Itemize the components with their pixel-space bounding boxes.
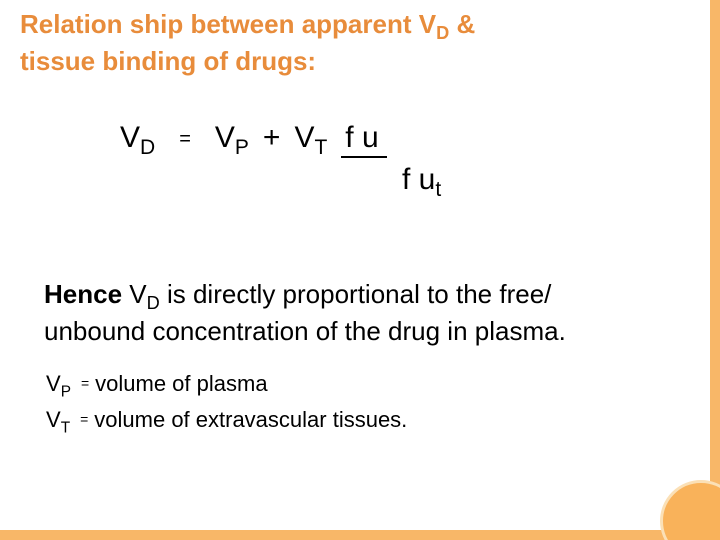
prop-rest1: is directly proportional to the free/ xyxy=(160,279,552,309)
eq-lhs-sub: D xyxy=(140,136,155,159)
def-vp-sub: P xyxy=(61,383,71,400)
def-vp: VP = volume of plasma xyxy=(46,368,407,404)
prop-vd-base: V xyxy=(129,279,146,309)
proportional-strong: Hence xyxy=(44,279,129,309)
decor-rail-bottom xyxy=(0,530,720,540)
eq-equals: = xyxy=(179,127,191,151)
def-vt-base: V xyxy=(46,407,61,432)
title-line1-pre: Relation ship between apparent V xyxy=(20,9,436,39)
decor-rail-right xyxy=(710,0,720,540)
title-line1-post: & xyxy=(449,9,475,39)
def-vp-eq: = xyxy=(81,375,89,391)
title-line2: tissue binding of drugs: xyxy=(20,46,316,76)
slide: Relation ship between apparent VD & tiss… xyxy=(0,0,720,540)
def-vt-sub: T xyxy=(61,419,70,436)
def-vt-eq: = xyxy=(80,411,88,427)
eq-vt-base: V xyxy=(294,121,314,154)
eq-fu-numerator: f u xyxy=(341,120,386,158)
equation-row2: f ut xyxy=(402,162,441,202)
title-line1-sub: D xyxy=(436,23,449,43)
eq-rhs: VP + VT f u xyxy=(215,120,387,160)
eq-vp: VP xyxy=(215,120,249,160)
def-vt: VT = volume of extravascular tissues. xyxy=(46,404,407,440)
decor-circle-icon xyxy=(660,480,720,540)
eq-vp-sub: P xyxy=(235,136,249,159)
def-vt-text: volume of extravascular tissues. xyxy=(94,407,407,432)
prop-rest2: unbound concentration of the drug in pla… xyxy=(44,316,566,346)
eq-fu-denom-pre: f u xyxy=(402,163,435,196)
eq-vp-base: V xyxy=(215,121,235,154)
prop-vd-sub: D xyxy=(147,293,160,313)
slide-title: Relation ship between apparent VD & tiss… xyxy=(20,8,580,77)
prop-vd: VD xyxy=(129,279,159,309)
definitions-block: VP=volume of plasma VT=volume of extrava… xyxy=(46,368,407,439)
eq-lhs-base: V xyxy=(120,121,140,154)
eq-lhs: VD xyxy=(120,120,155,160)
eq-vt-sub: T xyxy=(314,136,327,159)
proportional-text: Hence VD is directly proportional to the… xyxy=(44,278,676,347)
equation-row1: VD = VP + VT f u xyxy=(120,120,441,160)
eq-plus: + xyxy=(263,120,281,156)
def-vp-base: V xyxy=(46,371,61,396)
eq-fu-denom-sub: t xyxy=(435,178,441,201)
equation-block: VD = VP + VT f u f ut xyxy=(120,120,441,202)
def-vp-text: volume of plasma xyxy=(95,371,267,396)
eq-vt: VT xyxy=(294,120,327,160)
